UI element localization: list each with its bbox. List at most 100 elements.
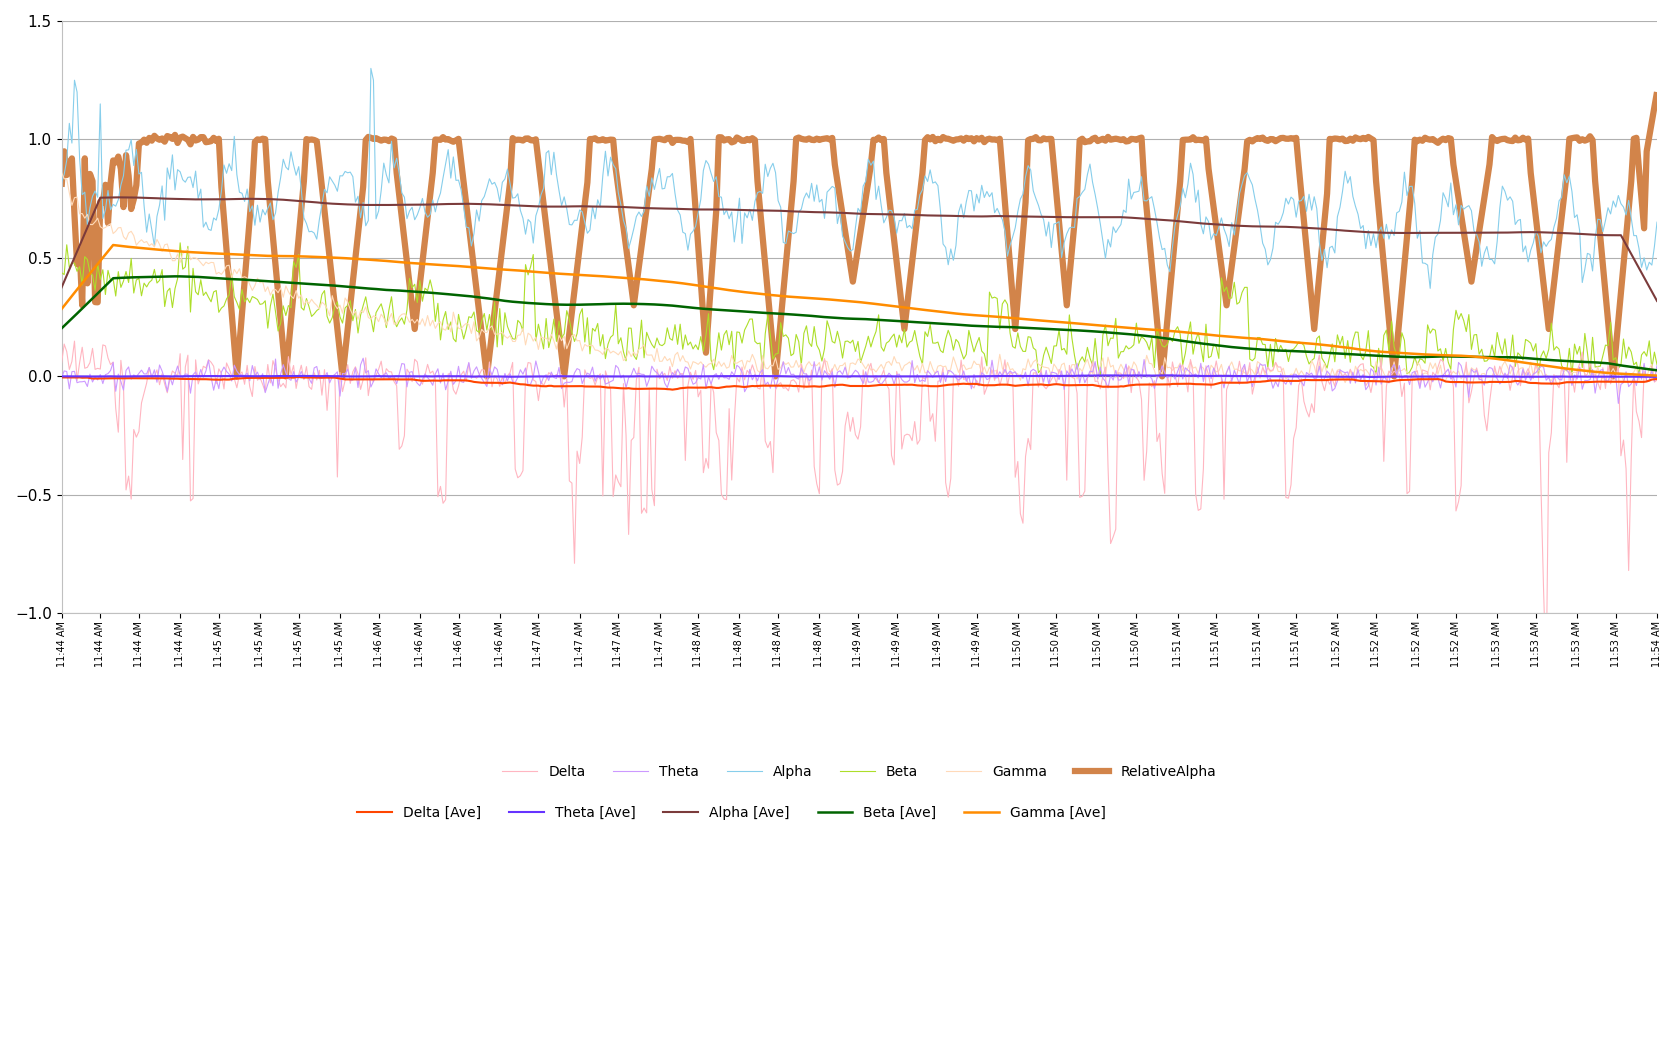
Line: Theta: Theta: [62, 358, 1657, 404]
Theta [Ave]: [1295, 370, 1315, 382]
Delta: [644, 499, 664, 512]
Theta: [1608, 397, 1628, 410]
Beta: [644, 342, 664, 355]
RelativeAlpha: [1394, 258, 1414, 271]
Alpha: [1204, 227, 1224, 240]
Line: Beta [Ave]: Beta [Ave]: [62, 276, 1657, 371]
Delta: [1394, 377, 1414, 390]
Alpha [Ave]: [1608, 229, 1628, 242]
Delta [Ave]: [1612, 375, 1632, 388]
Line: Alpha: Alpha: [62, 68, 1657, 289]
Alpha: [644, 183, 664, 195]
Beta [Ave]: [1295, 345, 1315, 358]
Theta [Ave]: [52, 370, 72, 382]
Alpha [Ave]: [52, 281, 72, 294]
Gamma [Ave]: [1295, 337, 1315, 349]
Line: RelativeAlpha: RelativeAlpha: [62, 92, 1657, 376]
Theta: [1295, 379, 1315, 392]
Alpha: [1420, 282, 1441, 295]
Gamma [Ave]: [1204, 329, 1224, 342]
Beta: [282, 302, 302, 314]
Gamma: [1291, 364, 1311, 377]
RelativeAlpha: [226, 370, 247, 382]
Theta: [1394, 370, 1414, 382]
Theta [Ave]: [1397, 371, 1417, 383]
RelativeAlpha: [52, 181, 72, 193]
Beta: [52, 267, 72, 279]
Gamma: [1608, 370, 1628, 382]
Gamma: [278, 286, 299, 298]
Beta [Ave]: [1608, 359, 1628, 372]
Delta: [64, 335, 84, 347]
Delta: [1612, 449, 1632, 462]
Theta: [644, 364, 664, 377]
Alpha: [1612, 198, 1632, 210]
Beta [Ave]: [1394, 350, 1414, 363]
Beta: [1397, 367, 1417, 380]
Beta [Ave]: [644, 298, 664, 311]
Delta [Ave]: [278, 371, 299, 383]
Theta: [52, 372, 72, 384]
Line: Gamma: Gamma: [62, 173, 1657, 382]
Beta: [1090, 370, 1110, 382]
Line: Gamma [Ave]: Gamma [Ave]: [62, 245, 1657, 376]
Delta: [1295, 395, 1315, 408]
Gamma: [1201, 359, 1221, 372]
Delta [Ave]: [288, 371, 309, 383]
Theta [Ave]: [1204, 370, 1224, 382]
Gamma: [1394, 362, 1414, 375]
Beta: [1647, 358, 1667, 371]
Delta [Ave]: [52, 371, 72, 383]
Beta: [1296, 349, 1316, 362]
Delta: [1647, 374, 1667, 387]
Alpha: [1647, 216, 1667, 228]
Theta: [1204, 362, 1224, 375]
RelativeAlpha: [1295, 215, 1315, 227]
Line: Beta: Beta: [62, 243, 1657, 376]
Theta: [1612, 378, 1632, 391]
Line: Delta: Delta: [62, 341, 1657, 678]
Delta [Ave]: [662, 383, 683, 396]
Line: Alpha [Ave]: Alpha [Ave]: [62, 198, 1657, 301]
Alpha: [52, 176, 72, 189]
Beta [Ave]: [1647, 364, 1667, 377]
Delta: [1536, 671, 1556, 684]
Delta [Ave]: [1296, 374, 1316, 387]
Delta [Ave]: [1206, 377, 1226, 390]
Alpha: [361, 62, 381, 74]
Theta [Ave]: [278, 370, 299, 382]
Alpha [Ave]: [1394, 226, 1414, 239]
Beta [Ave]: [282, 276, 302, 289]
Delta [Ave]: [1397, 374, 1417, 387]
Delta [Ave]: [1647, 373, 1667, 386]
Gamma [Ave]: [644, 274, 664, 287]
Alpha [Ave]: [1204, 218, 1224, 230]
Theta [Ave]: [1647, 371, 1667, 383]
RelativeAlpha: [1204, 202, 1224, 215]
Alpha: [1295, 190, 1315, 203]
Theta [Ave]: [1612, 371, 1632, 383]
Beta [Ave]: [168, 270, 188, 282]
Gamma [Ave]: [52, 303, 72, 315]
Theta [Ave]: [1160, 369, 1181, 381]
Theta: [1647, 359, 1667, 372]
Delta: [52, 357, 72, 370]
Alpha: [278, 164, 299, 176]
Delta: [282, 369, 302, 381]
Theta: [354, 352, 374, 364]
Alpha [Ave]: [644, 202, 664, 215]
Delta: [1204, 367, 1224, 380]
Gamma: [642, 348, 662, 361]
Alpha: [1394, 166, 1414, 178]
Gamma [Ave]: [1394, 347, 1414, 360]
Beta [Ave]: [1204, 339, 1224, 352]
Gamma [Ave]: [1647, 370, 1667, 382]
Gamma: [1647, 362, 1667, 375]
Alpha [Ave]: [1647, 294, 1667, 307]
Legend: Delta [Ave], Theta [Ave], Alpha [Ave], Beta [Ave], Gamma [Ave]: Delta [Ave], Theta [Ave], Alpha [Ave], B…: [352, 801, 1112, 825]
RelativeAlpha: [1647, 86, 1667, 99]
RelativeAlpha: [644, 133, 664, 145]
Gamma: [52, 167, 72, 179]
Beta: [169, 237, 190, 250]
Gamma [Ave]: [102, 239, 122, 252]
